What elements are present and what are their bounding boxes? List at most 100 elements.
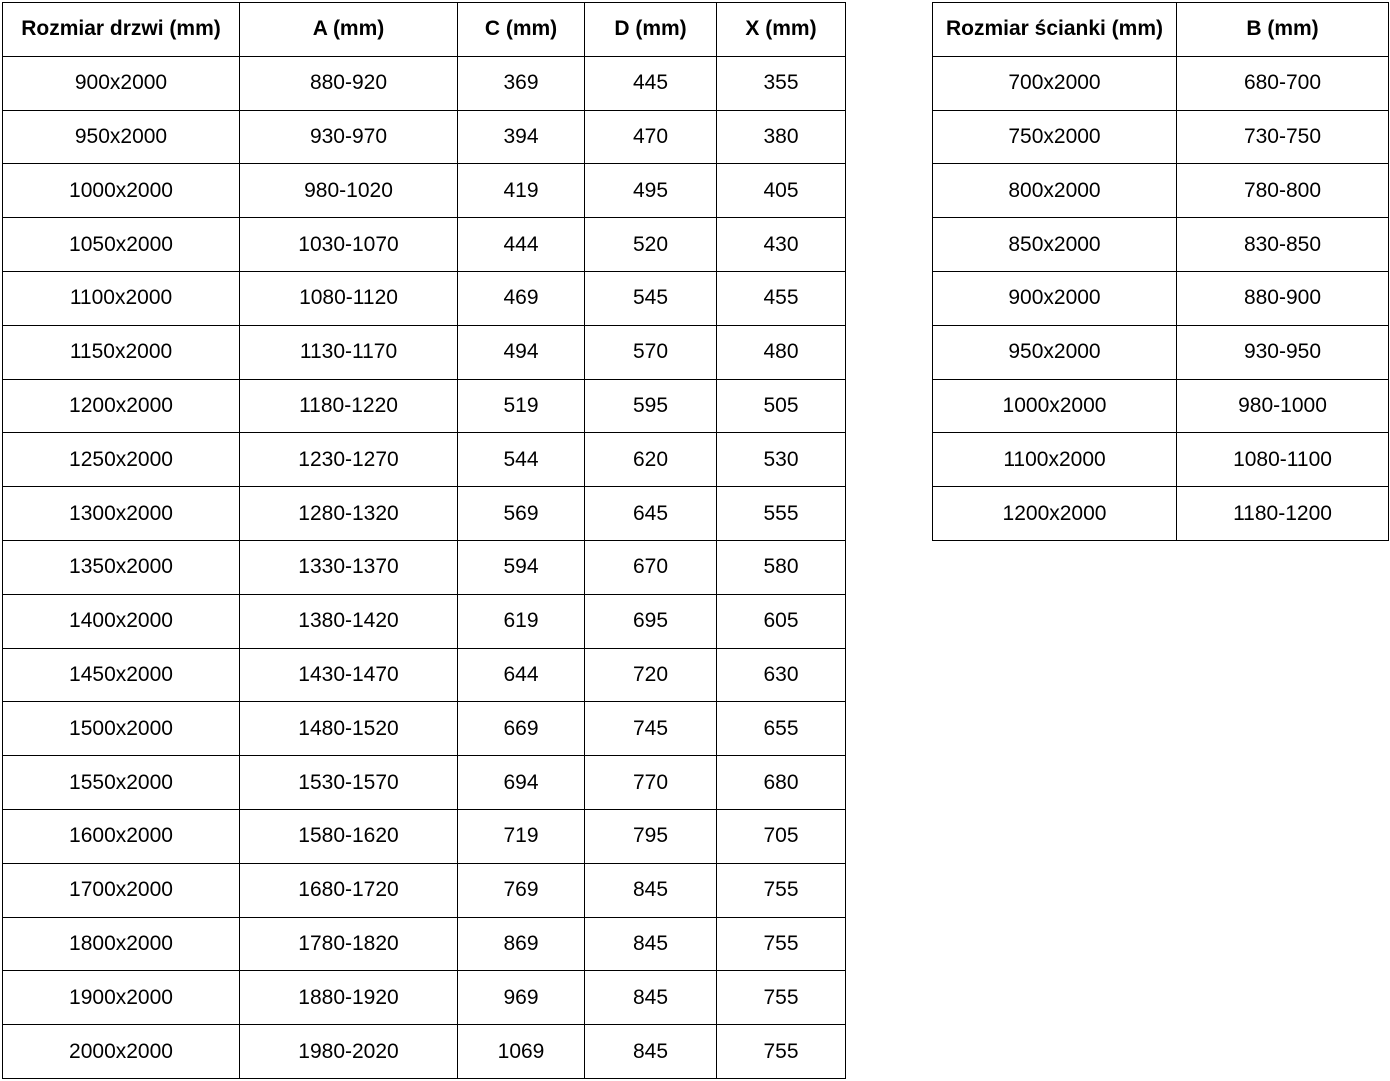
table-cell: 969	[457, 970, 585, 1026]
table-cell: 355	[716, 55, 846, 111]
table-cell: 770	[584, 755, 717, 810]
table-cell: 519	[457, 378, 585, 434]
table-cell: 669	[457, 701, 585, 757]
table-row: 900x2000 880-900	[932, 270, 1389, 326]
table-cell: 1180-1220	[239, 378, 458, 434]
table-row: 1500x2000 1480-1520 669 745 655	[2, 701, 846, 757]
table-row: 1200x2000 1180-1220 519 595 505	[2, 378, 846, 434]
table-cell: 569	[457, 486, 585, 541]
table-cell: 380	[716, 109, 846, 165]
table-cell: 680	[716, 755, 846, 810]
table-cell: 719	[457, 808, 585, 864]
table-cell: 705	[716, 808, 846, 864]
table-cell: 755	[716, 1024, 846, 1079]
table-cell: 644	[457, 647, 585, 703]
table-cell: 595	[584, 378, 717, 434]
table-cell: 769	[457, 862, 585, 918]
door-size-table-body: 900x2000 880-920 369 445 355 950x2000 930-970 3…	[2, 55, 846, 1079]
table-cell: 1600x2000	[2, 808, 240, 864]
table-row: 700x2000 680-700	[932, 55, 1389, 111]
table-cell: 755	[716, 916, 846, 972]
table-cell: 444	[457, 217, 585, 272]
table-cell: 670	[584, 539, 717, 595]
table-cell: 470	[584, 109, 717, 165]
table-cell: 1380-1420	[239, 593, 458, 649]
table-cell: 480	[716, 324, 846, 380]
table-cell: 1350x2000	[2, 539, 240, 595]
table-row: 1100x2000 1080-1120 469 545 455	[2, 270, 846, 326]
table-cell: 745	[584, 701, 717, 757]
table-row: 1800x2000 1780-1820 869 845 755	[2, 916, 846, 972]
wall-size-table-body: 700x2000 680-700 750x2000 730-750 800x2000 78…	[932, 55, 1389, 541]
table-row: 1350x2000 1330-1370 594 670 580	[2, 539, 846, 595]
wall-table-header-1: B (mm)	[1176, 2, 1389, 57]
table-row: 750x2000 730-750	[932, 109, 1389, 165]
table-cell: 1150x2000	[2, 324, 240, 380]
header-row: Rozmiar ścianki (mm) B (mm)	[932, 2, 1389, 57]
table-cell: 1980-2020	[239, 1024, 458, 1079]
table-cell: 1550x2000	[2, 755, 240, 810]
table-cell: 830-850	[1176, 217, 1389, 272]
table-row: 1300x2000 1280-1320 569 645 555	[2, 486, 846, 541]
table-cell: 1180-1200	[1176, 486, 1389, 541]
table-cell: 1300x2000	[2, 486, 240, 541]
header-row: Rozmiar drzwi (mm) A (mm) C (mm) D (mm) X (m…	[2, 2, 846, 57]
table-cell: 845	[584, 1024, 717, 1079]
table-cell: 900x2000	[2, 55, 240, 111]
door-table-header-0: Rozmiar drzwi (mm)	[2, 2, 240, 57]
table-row: 1400x2000 1380-1420 619 695 605	[2, 593, 846, 649]
table-cell: 1280-1320	[239, 486, 458, 541]
table-cell: 419	[457, 163, 585, 219]
door-table-header-1: A (mm)	[239, 2, 458, 57]
table-cell: 750x2000	[932, 109, 1177, 165]
table-row: 1000x2000 980-1000	[932, 378, 1389, 434]
table-cell: 505	[716, 378, 846, 434]
table-cell: 850x2000	[932, 217, 1177, 272]
table-cell: 530	[716, 432, 846, 488]
table-cell: 980-1020	[239, 163, 458, 219]
table-cell: 620	[584, 432, 717, 488]
table-cell: 730-750	[1176, 109, 1389, 165]
table-cell: 845	[584, 862, 717, 918]
table-cell: 1000x2000	[2, 163, 240, 219]
table-row: 1050x2000 1030-1070 444 520 430	[2, 217, 846, 272]
table-cell: 694	[457, 755, 585, 810]
table-row: 1150x2000 1130-1170 494 570 480	[2, 324, 846, 380]
table-row: 1450x2000 1430-1470 644 720 630	[2, 647, 846, 703]
table-row: 1200x2000 1180-1200	[932, 486, 1389, 541]
wall-size-table: Rozmiar ścianki (mm) B (mm) 700x2000 680-7…	[932, 2, 1389, 541]
table-row: 850x2000 830-850	[932, 217, 1389, 272]
door-table-header-4: X (mm)	[716, 2, 846, 57]
table-cell: 755	[716, 862, 846, 918]
table-cell: 1080-1120	[239, 270, 458, 326]
table-cell: 869	[457, 916, 585, 972]
table-cell: 1700x2000	[2, 862, 240, 918]
wall-size-table-header: Rozmiar ścianki (mm) B (mm)	[932, 2, 1389, 57]
table-cell: 1200x2000	[2, 378, 240, 434]
table-cell: 695	[584, 593, 717, 649]
table-cell: 1400x2000	[2, 593, 240, 649]
table-cell: 980-1000	[1176, 378, 1389, 434]
table-cell: 605	[716, 593, 846, 649]
table-cell: 494	[457, 324, 585, 380]
table-cell: 720	[584, 647, 717, 703]
table-cell: 1450x2000	[2, 647, 240, 703]
table-row: 1600x2000 1580-1620 719 795 705	[2, 808, 846, 864]
table-cell: 795	[584, 808, 717, 864]
table-cell: 950x2000	[2, 109, 240, 165]
table-cell: 1080-1100	[1176, 432, 1389, 488]
table-cell: 570	[584, 324, 717, 380]
table-cell: 1230-1270	[239, 432, 458, 488]
table-cell: 545	[584, 270, 717, 326]
table-row: 950x2000 930-970 394 470 380	[2, 109, 846, 165]
table-cell: 1530-1570	[239, 755, 458, 810]
table-cell: 1800x2000	[2, 916, 240, 972]
table-cell: 619	[457, 593, 585, 649]
table-cell: 405	[716, 163, 846, 219]
door-size-table: Rozmiar drzwi (mm) A (mm) C (mm) D (mm) X (m…	[2, 2, 846, 1079]
table-cell: 1500x2000	[2, 701, 240, 757]
table-cell: 1780-1820	[239, 916, 458, 972]
table-row: 800x2000 780-800	[932, 163, 1389, 219]
table-cell: 1030-1070	[239, 217, 458, 272]
table-cell: 1069	[457, 1024, 585, 1079]
